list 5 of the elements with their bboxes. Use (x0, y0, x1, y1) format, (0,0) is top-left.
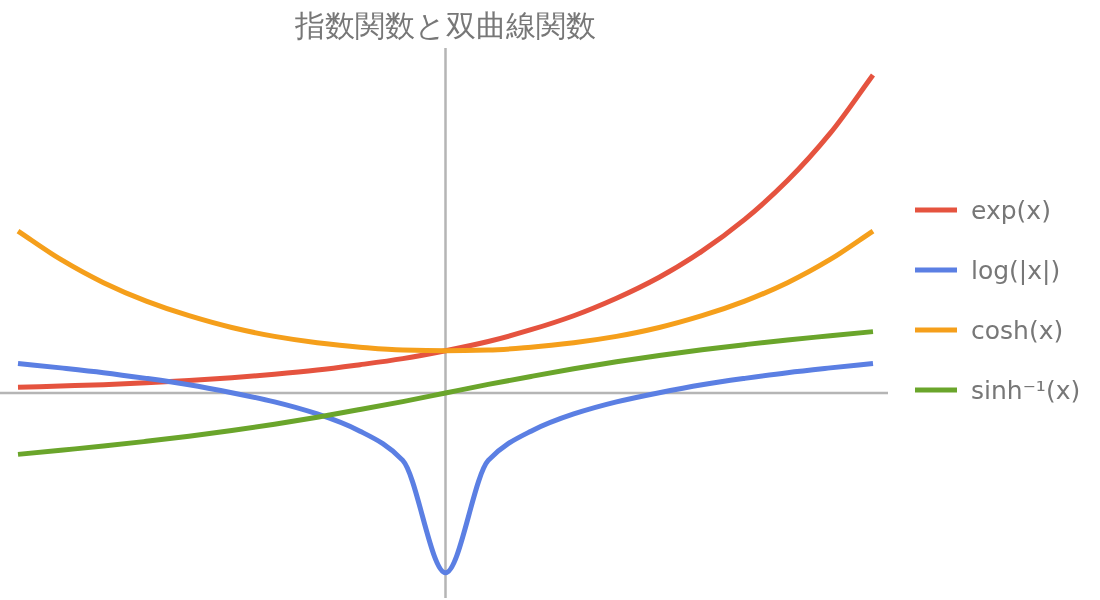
legend-label: exp(x) (971, 196, 1051, 225)
legend-label: log(|x|) (971, 256, 1061, 285)
legend-label: cosh(x) (971, 316, 1064, 345)
legend-label: sinh⁻¹(x) (971, 376, 1081, 405)
chart-title: 指数関数と双曲線関数 (293, 8, 596, 43)
